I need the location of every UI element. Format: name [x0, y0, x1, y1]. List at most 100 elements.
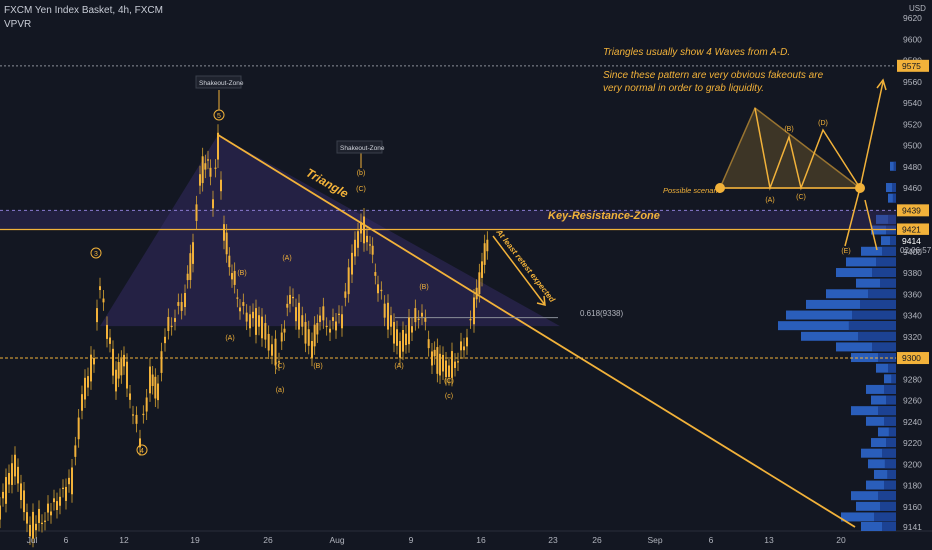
candle-body [62, 487, 64, 490]
price-tick-label: 9260 [903, 396, 922, 406]
shakeout-box [195, 75, 242, 89]
wave-label: (B) [313, 363, 322, 370]
candle-body [68, 477, 70, 485]
wave-label: (c) [445, 393, 453, 400]
volume-bar [871, 438, 896, 448]
wave-circle-label: 3 [94, 251, 98, 258]
time-tick-label: 20 [836, 535, 846, 545]
candle-body [417, 318, 420, 320]
volume-bar [876, 214, 896, 224]
price-axis[interactable]: 9620960095809560954095209500948094609440… [897, 4, 932, 532]
scenario-arrow [876, 78, 887, 91]
candle-body [311, 341, 313, 358]
scenario-triangle [718, 106, 863, 189]
candle-body [387, 302, 389, 330]
volume-bar [841, 512, 896, 522]
candle-body [329, 328, 331, 333]
price-tick-label: 9500 [903, 141, 922, 151]
candle-body [271, 344, 273, 356]
price-tick-label: 9180 [903, 481, 922, 491]
wave-label: (C) [796, 194, 806, 201]
candle-body [47, 503, 49, 513]
volume-bar [881, 236, 896, 246]
candle-body [209, 167, 212, 177]
time-tick-label: 6 [709, 535, 714, 545]
volume-bar-dark [886, 395, 896, 405]
candle-body [29, 524, 31, 537]
candle-body [436, 347, 439, 374]
candle-body [106, 324, 108, 339]
price-tick-label: 9200 [903, 459, 922, 469]
volume-bar-dark [852, 310, 896, 320]
candle-body [466, 337, 468, 347]
symbol-title: FXCM Yen Index Basket, 4h, FXCM [4, 5, 163, 16]
price-tick-label: 9540 [903, 98, 922, 108]
wave-label: (B) [237, 270, 246, 277]
candle-body [71, 467, 73, 495]
candle-body [214, 167, 217, 169]
candle-body [264, 323, 267, 340]
candle-body [192, 242, 194, 264]
candle-body [225, 232, 228, 255]
candle-body [23, 490, 25, 513]
retest-arrow [492, 235, 546, 306]
candle-body [5, 477, 7, 504]
candle-body [424, 318, 427, 322]
wave-circle [136, 444, 148, 456]
candle-body [223, 224, 225, 241]
volume-bar [801, 331, 896, 341]
price-tick-label: 9220 [903, 438, 922, 448]
candle-body [371, 245, 374, 255]
candle-body [380, 289, 383, 292]
wave-circle [213, 109, 225, 121]
volume-bar-dark [884, 416, 896, 426]
shakeout-label: Shakeout-Zone [340, 145, 385, 152]
wave-label: (E) [841, 248, 850, 255]
shakeout-label: Shakeout-Zone [199, 80, 244, 87]
candle-body [8, 473, 10, 485]
candle-body [220, 179, 222, 192]
candle-body [109, 337, 111, 344]
time-tick-label: Aug [329, 535, 344, 545]
volume-bar-dark [882, 522, 896, 531]
candle-body [249, 314, 251, 329]
price-tick-label: 9600 [903, 34, 922, 44]
candle-body [360, 222, 362, 234]
candle-body [252, 311, 254, 319]
time-axis[interactable]: Jul 6 12 19 26 Aug 9 16 23 26 Sep 6 13 20 [27, 535, 846, 545]
wave-circle-label: 5 [217, 113, 221, 120]
candle-body [53, 498, 55, 503]
candle-body [84, 377, 86, 400]
wave-label: (B) [784, 126, 793, 133]
candle-body [35, 523, 37, 531]
candle-body [357, 231, 359, 248]
volume-bar-dark [882, 448, 896, 458]
scenario-point-start [715, 183, 725, 193]
candle-body [149, 366, 151, 394]
candle-body [445, 360, 447, 378]
wave-circle [90, 247, 102, 259]
volume-bar [890, 161, 896, 171]
candle-body [483, 243, 486, 265]
price-tick-label: 9340 [903, 311, 922, 321]
volume-bar-dark [860, 299, 896, 309]
candle-body [0, 505, 1, 520]
key-zone-label: Key-Resistance-Zone [548, 210, 660, 222]
candle-body [17, 466, 19, 484]
volume-bar [876, 363, 896, 373]
price-tick-label: 9360 [903, 289, 922, 299]
currency-label: USD [909, 4, 926, 13]
price-label: 9414 [902, 236, 921, 246]
candle-body [59, 496, 61, 506]
candle-body [50, 511, 52, 516]
candle-body [184, 293, 186, 308]
scenario-down-arrow [864, 199, 878, 251]
scenario-path [754, 81, 884, 247]
candle-body [87, 376, 89, 388]
volume-bar-dark [872, 268, 896, 278]
time-tick-label: Jul [27, 535, 38, 545]
volume-bar [851, 353, 896, 363]
candle-body [457, 361, 459, 363]
candle-body [242, 302, 245, 306]
